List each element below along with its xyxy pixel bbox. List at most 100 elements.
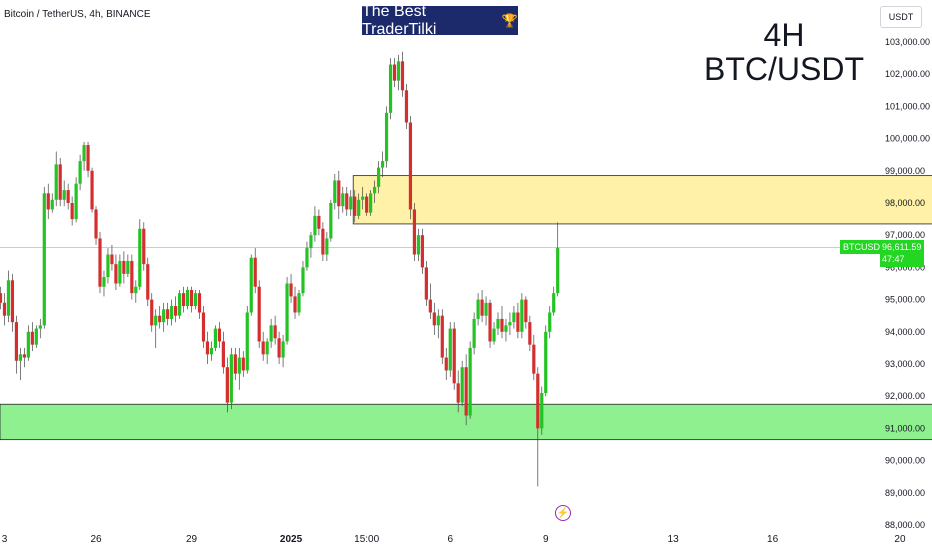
- candle: [6, 280, 11, 316]
- candle: [201, 312, 206, 342]
- timeframe-label: 4H: [763, 17, 805, 53]
- candle: [90, 170, 94, 210]
- candle: [468, 347, 472, 416]
- x-tick-label: 16: [767, 534, 779, 545]
- candle: [170, 306, 174, 319]
- last-price-value: 96,611.59: [882, 242, 922, 252]
- y-tick-label: 89,000.00: [885, 488, 925, 498]
- candle: [301, 267, 305, 294]
- candle: [552, 293, 556, 313]
- y-tick-label: 91,000.00: [885, 423, 925, 433]
- candle: [54, 164, 58, 200]
- y-tick-label: 97,000.00: [885, 230, 925, 240]
- candle: [452, 328, 456, 384]
- y-tick-label: 94,000.00: [885, 327, 925, 337]
- y-tick-label: 101,000.00: [885, 101, 930, 111]
- candle: [373, 186, 377, 194]
- candle: [420, 235, 424, 268]
- candle: [30, 331, 34, 345]
- candle: [520, 299, 524, 332]
- candle: [536, 373, 540, 429]
- candle: [528, 322, 532, 345]
- candle: [265, 341, 269, 355]
- candle: [162, 309, 166, 323]
- candle: [321, 228, 325, 255]
- candle: [480, 299, 484, 316]
- candle: [400, 61, 405, 91]
- x-tick-label: 6: [447, 534, 453, 545]
- y-tick-label: 102,000.00: [885, 69, 930, 79]
- candle: [261, 341, 265, 355]
- candle: [34, 328, 38, 345]
- candle: [26, 331, 30, 358]
- candle: [369, 193, 373, 213]
- candle: [396, 61, 401, 81]
- candle: [273, 325, 277, 339]
- x-tick-label: 3: [2, 534, 8, 545]
- candle: [134, 286, 138, 294]
- candle: [58, 164, 62, 200]
- candle: [138, 228, 142, 287]
- candle: [158, 315, 162, 323]
- candle: [317, 215, 321, 229]
- candle: [257, 286, 261, 342]
- candle: [2, 302, 7, 316]
- bar-countdown: 47:47: [882, 254, 905, 264]
- lightning-icon[interactable]: ⚡: [555, 505, 571, 521]
- candle: [225, 367, 229, 403]
- currency-button[interactable]: USDT: [880, 6, 922, 28]
- candle: [325, 238, 329, 255]
- candle: [146, 264, 150, 300]
- candle: [126, 260, 130, 274]
- candle: [38, 325, 42, 329]
- candle: [86, 145, 90, 171]
- candle: [384, 112, 389, 162]
- candle: [66, 190, 70, 203]
- candle: [524, 299, 528, 323]
- candle: [22, 354, 26, 358]
- candle: [249, 257, 253, 313]
- candle: [114, 264, 118, 284]
- last-price-tag: 96,611.59 47:47: [880, 240, 924, 267]
- candle: [106, 254, 110, 278]
- x-tick-label: 13: [668, 534, 680, 545]
- candle: [444, 357, 448, 371]
- x-tick-label: 2025: [280, 534, 303, 545]
- candle: [10, 280, 15, 323]
- candle: [241, 357, 245, 371]
- trophy-icon: 🏆: [501, 12, 518, 28]
- candle: [245, 312, 249, 371]
- candle: [456, 383, 460, 403]
- candle: [197, 293, 202, 313]
- candle: [50, 199, 54, 210]
- candle: [94, 209, 98, 239]
- candle: [512, 312, 516, 323]
- candle: [556, 247, 560, 294]
- candle: [392, 64, 397, 81]
- banner-text: The Best TraderTilki: [362, 2, 437, 38]
- watermark-banner: The Best TraderTilki 🏆: [362, 3, 518, 38]
- candle: [130, 260, 134, 294]
- candle: [142, 228, 146, 265]
- candle: [46, 193, 50, 210]
- y-tick-label: 95,000.00: [885, 295, 925, 305]
- candle: [233, 354, 237, 374]
- candle: [213, 328, 218, 348]
- candle: [365, 196, 369, 213]
- candle: [440, 315, 444, 358]
- candle: [460, 367, 464, 403]
- candle: [361, 196, 365, 200]
- candle: [110, 254, 114, 265]
- candle: [102, 277, 106, 287]
- candle: [408, 122, 413, 210]
- candle: [500, 318, 504, 332]
- symbol-price-tag: BTCUSDT: [840, 240, 889, 254]
- candle: [189, 289, 194, 307]
- candle: [98, 238, 102, 287]
- candle: [150, 299, 154, 326]
- candle: [229, 354, 233, 403]
- candle: [540, 392, 544, 429]
- pair-label: BTC/USDT: [704, 51, 864, 87]
- candle: [516, 312, 520, 332]
